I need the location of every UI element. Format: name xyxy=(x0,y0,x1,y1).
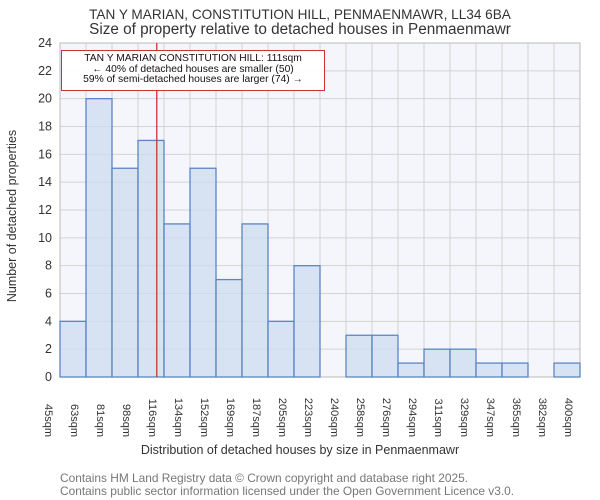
svg-text:2: 2 xyxy=(45,342,52,356)
svg-text:22: 22 xyxy=(38,64,52,78)
svg-text:16: 16 xyxy=(38,147,52,161)
svg-text:20: 20 xyxy=(38,92,52,106)
svg-text:12: 12 xyxy=(38,203,52,217)
svg-text:8: 8 xyxy=(45,259,52,273)
svg-text:10: 10 xyxy=(38,231,52,245)
svg-text:14: 14 xyxy=(38,175,52,189)
svg-text:6: 6 xyxy=(45,287,52,301)
svg-text:4: 4 xyxy=(45,314,52,328)
svg-text:18: 18 xyxy=(38,120,52,134)
svg-text:24: 24 xyxy=(38,36,52,50)
